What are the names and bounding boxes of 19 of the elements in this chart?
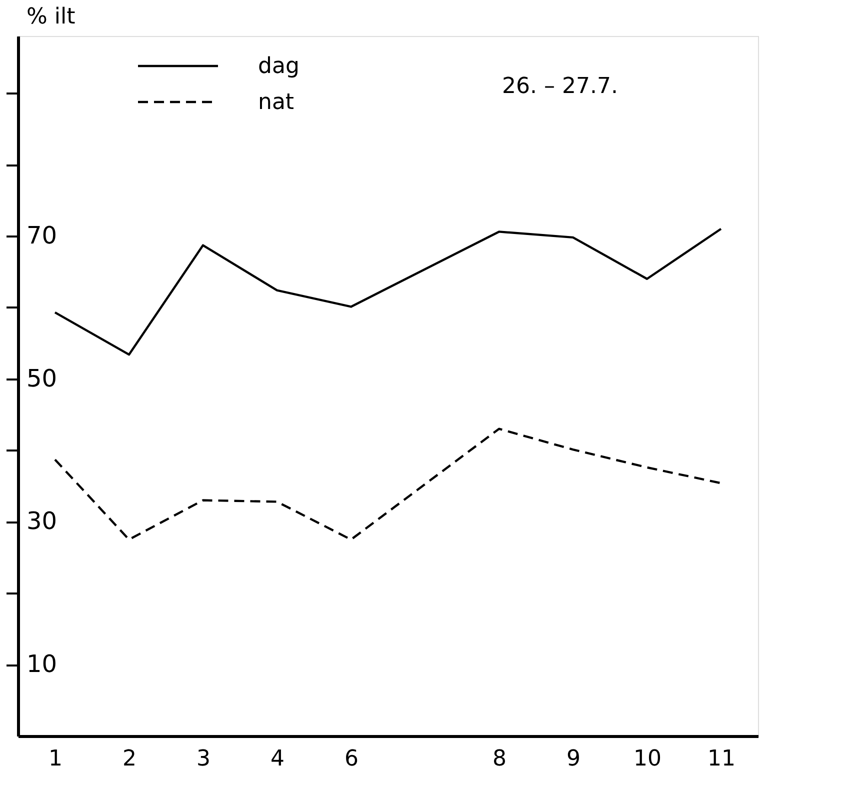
y-tick-label: 10 — [26, 650, 58, 678]
y-axis-title: % ilt — [26, 4, 76, 30]
y-tick-label: 70 — [26, 222, 58, 250]
line-series — [54, 228, 722, 356]
legend-label: dag — [258, 54, 300, 79]
x-tick-label: 3 — [196, 746, 210, 772]
legend-label: nat — [258, 90, 294, 115]
y-tick-label: 50 — [26, 364, 58, 392]
line-series — [54, 428, 722, 541]
x-tick-label: 6 — [344, 746, 358, 772]
x-tick-label: 1 — [48, 746, 62, 772]
annotation: 26. – 27.7. — [502, 74, 618, 99]
x-tick-label: 8 — [492, 746, 506, 772]
x-tick-label: 4 — [270, 746, 284, 772]
x-tick-label: 11 — [708, 746, 736, 772]
y-tick-label: 30 — [26, 507, 58, 536]
x-tick-label: 2 — [122, 746, 136, 772]
x-tick-label: 10 — [634, 746, 662, 772]
x-tick-label: 9 — [566, 746, 580, 772]
